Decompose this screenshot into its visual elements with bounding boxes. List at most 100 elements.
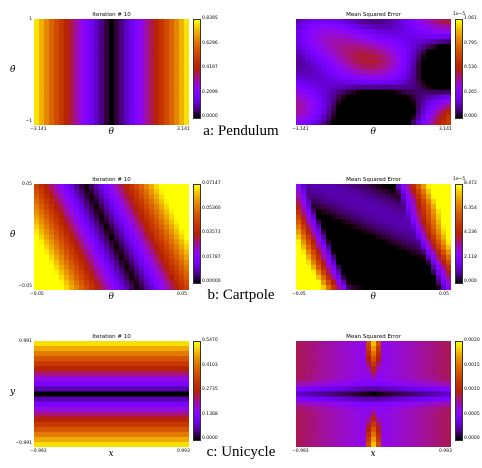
- heatmap-cell: [401, 245, 407, 251]
- heatmap-cell: [154, 204, 160, 210]
- heatmap-cell: [361, 341, 367, 347]
- heatmap-cell: [326, 115, 332, 121]
- heatmap-cell: [159, 34, 165, 40]
- heatmap-cell: [64, 184, 70, 190]
- heatmap-cell: [311, 265, 317, 271]
- heatmap-cell: [39, 275, 45, 281]
- heatmap-cell: [104, 54, 110, 60]
- heatmap-cell: [386, 437, 392, 443]
- heatmap-cell: [366, 54, 372, 60]
- heatmap-cell: [436, 250, 442, 256]
- heatmap-cell: [311, 229, 317, 235]
- heatmap-cell: [169, 280, 175, 286]
- heatmap-cell: [366, 214, 372, 220]
- heatmap-cell: [391, 115, 397, 121]
- heatmap-cell: [356, 80, 362, 86]
- heatmap-cell: [104, 280, 110, 286]
- heatmap-cell: [296, 64, 302, 70]
- heatmap-cell: [174, 69, 180, 75]
- heatmap-cell: [139, 417, 145, 423]
- heatmap-cell: [34, 240, 40, 246]
- heatmap-cell: [59, 376, 65, 382]
- heatmap-cell: [301, 371, 307, 377]
- heatmap-cell: [99, 366, 105, 372]
- heatmap-cell: [84, 356, 90, 362]
- heatmap-cell: [331, 427, 337, 433]
- heatmap-cell: [154, 110, 160, 116]
- heatmap-cell: [371, 341, 377, 347]
- heatmap-cell: [371, 75, 377, 81]
- heatmap-cell: [54, 255, 60, 261]
- heatmap-cell: [351, 219, 357, 225]
- heatmap-cell: [149, 371, 155, 377]
- heatmap-cell: [421, 184, 427, 190]
- heatmap-cell: [44, 95, 50, 101]
- heatmap-cell: [184, 204, 189, 210]
- heatmap-cell: [89, 224, 95, 230]
- heatmap-cell: [381, 432, 387, 438]
- heatmap-cell: [79, 229, 85, 235]
- heatmap-cell: [169, 356, 175, 362]
- heatmap-cell: [351, 110, 357, 116]
- heatmap-cell: [104, 361, 110, 367]
- heatmap-cell: [49, 270, 55, 276]
- heatmap-cell: [79, 234, 85, 240]
- heatmap-cell: [346, 245, 352, 251]
- heatmap-cell: [79, 29, 85, 35]
- heatmap-cell: [396, 95, 402, 101]
- heatmap-cell: [391, 391, 397, 397]
- heatmap-cell: [59, 341, 65, 347]
- heatmap-cell: [149, 437, 155, 443]
- heatmap-cell: [431, 381, 437, 387]
- heatmap-cell: [441, 402, 447, 408]
- heatmap-cell: [426, 59, 432, 65]
- heatmap-cell: [431, 194, 437, 200]
- heatmap-cell: [351, 115, 357, 121]
- heatmap-cell: [446, 234, 451, 240]
- heatmap-cell: [346, 427, 352, 433]
- heatmap-cell: [34, 407, 40, 413]
- heatmap-cell: [89, 402, 95, 408]
- heatmap-cell: [89, 250, 95, 256]
- heatmap-cell: [74, 95, 80, 101]
- heatmap-cell: [436, 199, 442, 205]
- heatmap-cell: [386, 386, 392, 392]
- heatmap-cell: [169, 391, 175, 397]
- heatmap-cell: [396, 397, 402, 403]
- heatmap-cell: [124, 255, 130, 261]
- heatmap-cell: [169, 95, 175, 101]
- heatmap-cell: [296, 110, 302, 116]
- heatmap-cell: [356, 214, 362, 220]
- heatmap-cell: [296, 19, 302, 25]
- heatmap-cell: [104, 402, 110, 408]
- heatmap-cell: [366, 386, 372, 392]
- heatmap-cell: [431, 49, 437, 55]
- heatmap-cell: [44, 255, 50, 261]
- heatmap-cell: [114, 80, 120, 86]
- heatmap-cell: [421, 85, 427, 91]
- heatmap-cell: [39, 90, 45, 96]
- heatmap-cell: [179, 209, 185, 215]
- heatmap-cell: [326, 214, 332, 220]
- heatmap-cell: [316, 204, 322, 210]
- heatmap-cell: [381, 346, 387, 352]
- heatmap-cell: [361, 75, 367, 81]
- heatmap-cell: [401, 265, 407, 271]
- heatmap-cell: [391, 85, 397, 91]
- heatmap-cell: [416, 204, 422, 210]
- heatmap-cell: [64, 204, 70, 210]
- heatmap-cell: [164, 245, 170, 251]
- heatmap-cell: [371, 194, 377, 200]
- heatmap-cell: [179, 356, 185, 362]
- heatmap-cell: [301, 44, 307, 50]
- heatmap-cell: [416, 351, 422, 357]
- heatmap-cell: [296, 346, 302, 352]
- heatmap-cell: [331, 184, 337, 190]
- heatmap-cell: [59, 371, 65, 377]
- heatmap-cell: [139, 229, 145, 235]
- heatmap-cell: [64, 407, 70, 413]
- heatmap-cell: [54, 422, 60, 428]
- heatmap-cell: [34, 54, 40, 60]
- heatmap-cell: [406, 39, 412, 45]
- heatmap-cell: [134, 194, 140, 200]
